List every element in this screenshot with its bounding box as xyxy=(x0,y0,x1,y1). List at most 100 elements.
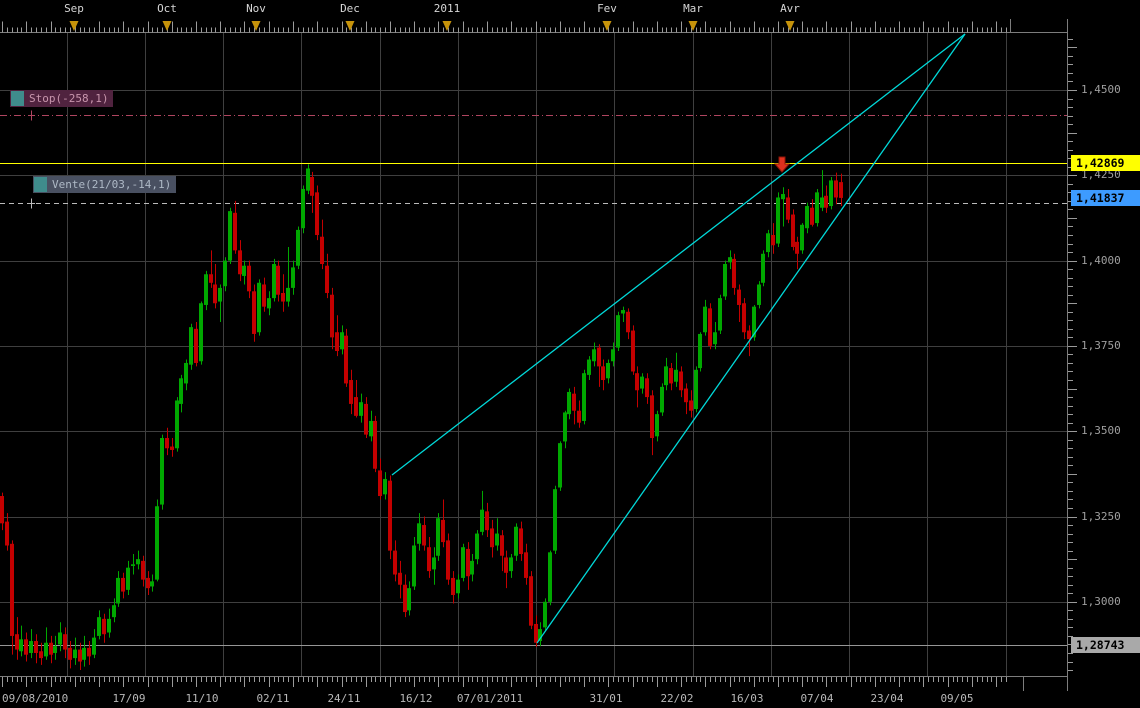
candle xyxy=(29,629,33,659)
candle xyxy=(388,475,392,560)
stop-order-label[interactable]: Stop(-258,1) xyxy=(10,90,114,107)
candle xyxy=(335,315,339,357)
candle xyxy=(417,513,421,551)
candle xyxy=(257,279,261,336)
candle xyxy=(679,366,683,398)
candle xyxy=(500,530,504,572)
candle xyxy=(369,410,373,442)
date-label: 24/11 xyxy=(327,692,361,705)
candle xyxy=(150,574,154,592)
candle xyxy=(63,627,67,659)
date-label: 31/01 xyxy=(589,692,623,705)
candle xyxy=(179,374,183,413)
month-label: 2011 xyxy=(433,2,461,15)
candle xyxy=(650,390,654,456)
candle xyxy=(475,530,479,565)
candle xyxy=(53,635,57,660)
month-marker-icon xyxy=(785,21,795,31)
price-tick-label: 1,3000 xyxy=(1081,594,1121,608)
candle xyxy=(262,277,266,312)
candle xyxy=(34,634,38,664)
month-marker-icon xyxy=(345,21,355,31)
candle xyxy=(92,629,96,659)
candle xyxy=(112,598,116,623)
month-marker-icon xyxy=(688,21,698,31)
candle xyxy=(233,200,237,254)
candle xyxy=(800,223,804,254)
candle xyxy=(427,536,431,578)
candle xyxy=(165,427,169,456)
candle xyxy=(242,260,246,285)
trendlines-layer xyxy=(391,33,966,644)
candle xyxy=(146,571,150,595)
candle xyxy=(39,642,43,665)
price-tick-label: 1,4500 xyxy=(1081,83,1121,96)
trendline-upper[interactable] xyxy=(391,33,966,476)
candle xyxy=(58,622,62,652)
candle xyxy=(538,622,542,647)
month-label: Mar xyxy=(683,2,703,15)
candle xyxy=(19,625,23,657)
date-label: 17/09 xyxy=(112,692,146,705)
candle xyxy=(107,608,111,638)
price-badge-support: 1,28743 xyxy=(1071,636,1140,653)
candle xyxy=(403,574,407,618)
candle xyxy=(407,581,411,616)
price-badge-last: 1,41837 xyxy=(1071,189,1140,206)
stop-order-text: Stop(-258,1) xyxy=(29,92,109,105)
trendline-lower[interactable] xyxy=(536,33,966,644)
candle xyxy=(204,270,208,311)
candle xyxy=(340,325,344,355)
candle xyxy=(320,219,324,270)
price-badge-alert: 1,42869 xyxy=(1071,154,1140,171)
candle xyxy=(761,250,765,287)
candle xyxy=(87,641,91,665)
date-label: 09/05 xyxy=(940,692,974,705)
candle xyxy=(480,490,484,536)
candle xyxy=(616,311,620,352)
sell-position-label[interactable]: Vente(21/03,-14,1) xyxy=(33,176,177,193)
candle xyxy=(412,536,416,590)
candle xyxy=(752,304,756,341)
candle xyxy=(655,410,659,442)
candle xyxy=(24,632,28,662)
candle xyxy=(713,322,717,350)
price-tick-label: 1,3500 xyxy=(1081,424,1121,438)
candle xyxy=(194,322,198,367)
candle xyxy=(73,637,77,665)
candle xyxy=(577,400,581,428)
candle xyxy=(441,499,445,548)
candle xyxy=(49,635,53,664)
candle xyxy=(587,356,591,381)
candle xyxy=(786,188,790,224)
price-tick-label: 1,4250 xyxy=(1081,168,1121,182)
candle xyxy=(175,397,179,452)
price-tick-label: 1,3250 xyxy=(1081,509,1121,523)
candle xyxy=(359,393,363,423)
candle xyxy=(626,308,630,340)
date-label: 02/11 xyxy=(256,692,290,705)
candle xyxy=(378,458,382,500)
sell-arrow-icon xyxy=(773,156,791,173)
candle xyxy=(160,434,164,510)
candle xyxy=(728,250,732,270)
candle xyxy=(15,617,19,660)
month-label: Nov xyxy=(246,2,266,15)
date-label: 07/04 xyxy=(800,692,834,705)
candle xyxy=(102,613,106,643)
month-marker-icon xyxy=(602,21,612,31)
candle xyxy=(485,502,489,537)
candle xyxy=(597,344,601,387)
month-label: Sep xyxy=(64,2,84,15)
candle xyxy=(723,260,727,300)
candle xyxy=(170,438,174,457)
month-label: Avr xyxy=(780,2,800,15)
candle xyxy=(398,560,402,599)
candle xyxy=(0,492,4,531)
candle xyxy=(771,223,775,254)
candle xyxy=(563,410,567,449)
candle xyxy=(301,185,305,234)
candle xyxy=(184,359,188,391)
candle xyxy=(267,291,271,316)
candle xyxy=(664,357,668,391)
